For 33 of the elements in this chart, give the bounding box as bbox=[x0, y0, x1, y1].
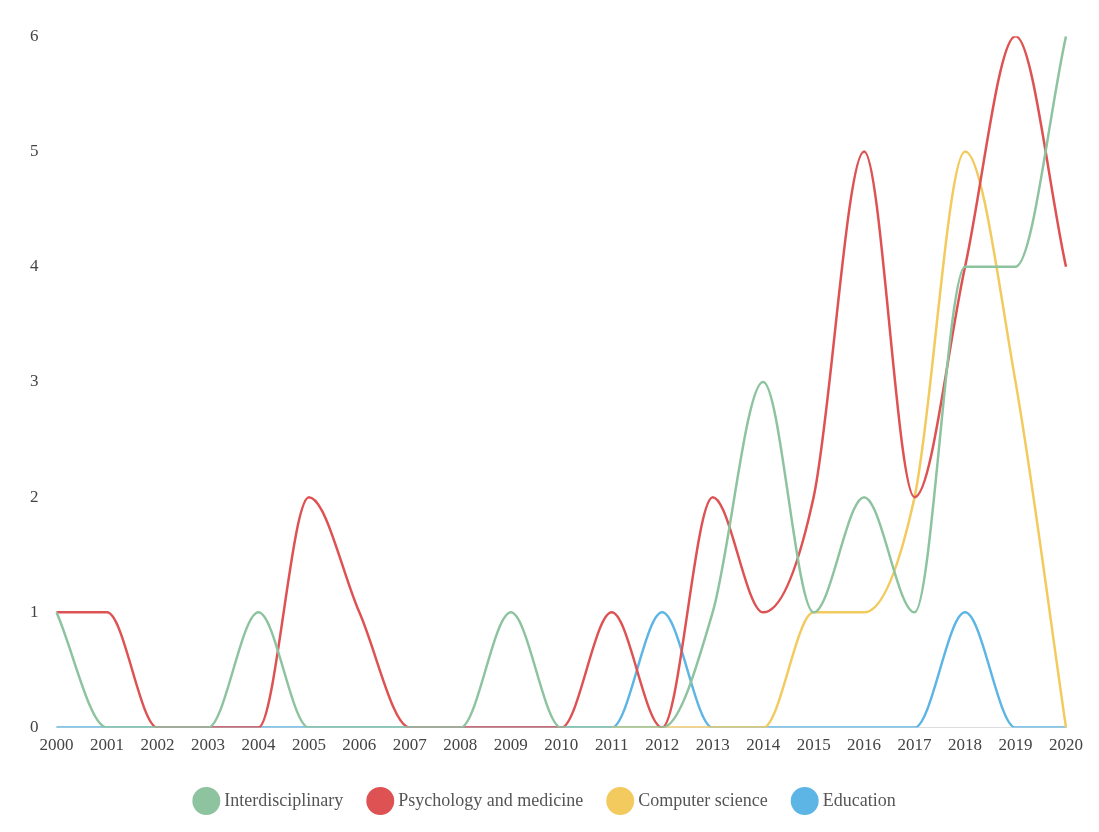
x-tick-label: 2016 bbox=[847, 735, 882, 755]
y-tick-label: 2 bbox=[30, 486, 39, 506]
x-tick-label: 2005 bbox=[291, 735, 326, 755]
line-series bbox=[55, 36, 1068, 728]
x-tick-label: 2019 bbox=[998, 735, 1033, 755]
x-tick-label: 2001 bbox=[89, 735, 124, 755]
x-tick-label: 2003 bbox=[190, 735, 225, 755]
x-tick-label: 2009 bbox=[493, 735, 528, 755]
x-tick-label: 2000 bbox=[39, 735, 74, 755]
legend-label: Computer science bbox=[638, 789, 768, 810]
x-tick-label: 2015 bbox=[796, 735, 831, 755]
y-tick-label: 0 bbox=[30, 717, 39, 737]
y-tick-label: 3 bbox=[30, 371, 39, 391]
x-tick-label: 2010 bbox=[544, 735, 579, 755]
x-tick-label: 2013 bbox=[695, 735, 730, 755]
y-tick-label: 5 bbox=[30, 140, 39, 160]
x-tick-label: 2008 bbox=[443, 735, 478, 755]
x-tick-label: 2014 bbox=[746, 735, 781, 755]
legend-label: Education bbox=[822, 789, 896, 810]
y-tick-label: 1 bbox=[30, 601, 39, 621]
x-tick-label: 2018 bbox=[948, 735, 983, 755]
x-tick-label: 2006 bbox=[342, 735, 377, 755]
x-tick-label: 2012 bbox=[645, 735, 680, 755]
x-tick-label: 2004 bbox=[241, 735, 276, 755]
y-tick-label: 4 bbox=[30, 256, 39, 276]
x-tick-label: 2020 bbox=[1049, 735, 1083, 755]
legend-label: Psychology and medicine bbox=[398, 789, 584, 810]
x-tick-label: 2002 bbox=[140, 735, 175, 755]
legend-label: Interdisciplinary bbox=[224, 789, 344, 810]
y-tick-label: 6 bbox=[30, 25, 39, 45]
x-tick-label: 2011 bbox=[595, 735, 629, 755]
x-tick-label: 2017 bbox=[897, 735, 933, 755]
x-tick-label: 2007 bbox=[392, 735, 428, 755]
